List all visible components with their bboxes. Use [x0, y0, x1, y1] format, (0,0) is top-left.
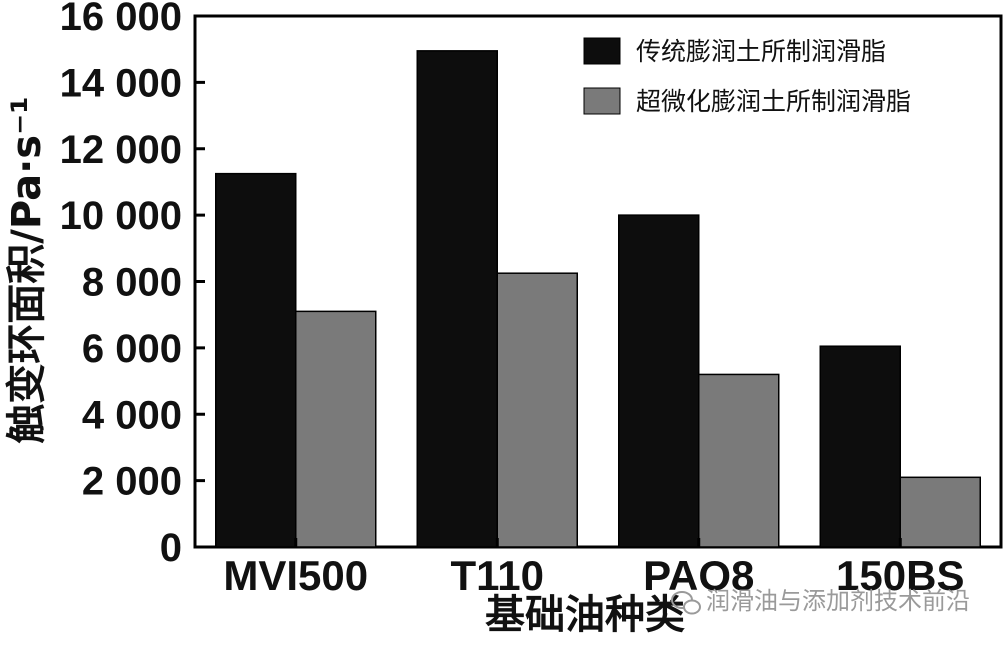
legend-label-1: 传统膨润土所制润滑脂	[636, 37, 886, 66]
bars	[215, 50, 981, 548]
watermark-text: 润滑油与添加剂技术前沿	[706, 587, 970, 615]
watermark: 润滑油与添加剂技术前沿	[671, 587, 970, 615]
y-tick-label: 6 000	[82, 327, 182, 371]
y-tick-label: 4 000	[82, 393, 182, 437]
bar-T110-series-2	[496, 272, 578, 548]
bar-MVI500-series-1	[215, 172, 297, 548]
y-axis-title: 触变环面积/Pa·s⁻¹	[4, 96, 50, 443]
y-axis-ticks: 0 2 000 4 000 6 000 8 000 10 000 12 000 14 000 1…	[60, 0, 205, 570]
x-tick-label: PAO8	[643, 552, 754, 599]
y-tick-label: 14 000	[60, 61, 182, 105]
bar-PAO8-series-2	[698, 373, 780, 548]
x-axis-title: 基础油种类	[485, 592, 685, 638]
bar-150BS-series-1	[819, 345, 901, 548]
legend-swatch-2	[583, 87, 621, 115]
y-tick-label: 10 000	[60, 194, 182, 238]
y-tick-label: 8 000	[82, 261, 182, 305]
x-tick-label: T110	[451, 552, 544, 599]
bar-MVI500-series-2	[295, 310, 377, 548]
legend-label-2: 超微化膨润土所制润滑脂	[636, 87, 911, 116]
bar-T110-series-1	[416, 50, 498, 548]
x-tick-label: MVI500	[223, 552, 368, 599]
wechat-icon	[671, 591, 701, 615]
y-tick-label: 16 000	[60, 0, 182, 39]
bar-PAO8-series-1	[618, 214, 700, 548]
y-tick-label: 0	[160, 526, 182, 570]
y-tick-label: 12 000	[60, 128, 182, 172]
bar-150BS-series-2	[899, 476, 981, 548]
x-axis-labels: MVI500 T110 PAO8 150BS	[223, 552, 964, 599]
legend-swatch-1	[583, 37, 621, 65]
x-tick-label: 150BS	[836, 552, 964, 599]
y-tick-label: 2 000	[82, 460, 182, 504]
